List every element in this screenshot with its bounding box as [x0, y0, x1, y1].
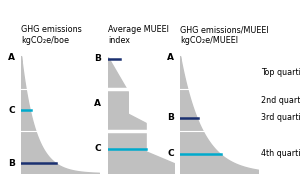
Text: 3rd quartile: 3rd quartile [261, 113, 300, 122]
Text: Average MUEEI
index: Average MUEEI index [108, 25, 169, 45]
Text: GHG emissions
kgCO₂e/boe: GHG emissions kgCO₂e/boe [21, 25, 82, 45]
Text: A: A [94, 99, 101, 108]
Text: A: A [8, 53, 15, 62]
Text: B: B [8, 159, 15, 168]
Text: Top quartile: Top quartile [261, 68, 300, 77]
Text: C: C [167, 149, 174, 158]
Text: B: B [94, 54, 101, 63]
Text: 2nd quartile: 2nd quartile [261, 96, 300, 105]
Text: C: C [95, 144, 101, 153]
Text: B: B [167, 113, 174, 122]
Text: 4th quartile: 4th quartile [261, 149, 300, 158]
Text: GHG emissions/MUEEI
kgCO₂e/MUEEI: GHG emissions/MUEEI kgCO₂e/MUEEI [180, 25, 268, 45]
Text: C: C [8, 106, 15, 115]
Text: A: A [167, 53, 174, 62]
